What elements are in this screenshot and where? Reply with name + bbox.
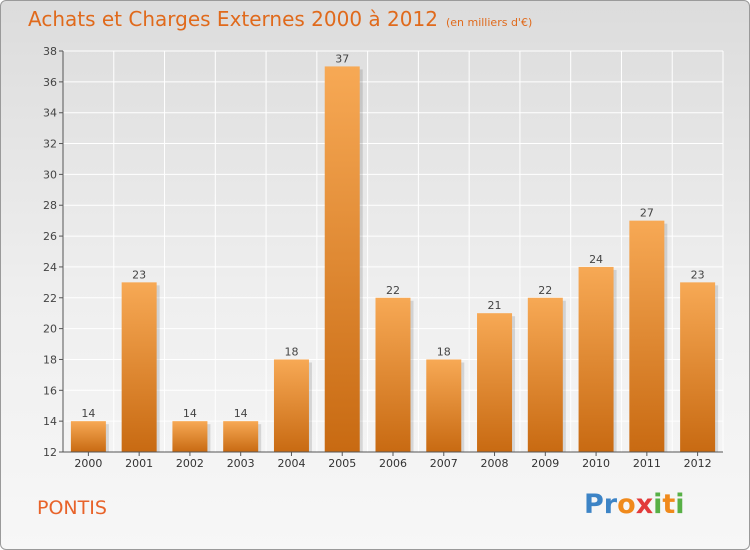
- bar-2003: [223, 421, 259, 452]
- chart-title-text: Achats et Charges Externes 2000 à 2012: [28, 7, 438, 31]
- x-tick-label: 2006: [379, 457, 407, 470]
- x-tick-label: 2004: [277, 457, 305, 470]
- axis-layer: 12 14 16 18 20 22 24 26 28 30 32 34 36 38 2000 2001 2002…: [43, 45, 723, 470]
- value-label: 23: [691, 268, 705, 281]
- y-tick-label: 36: [43, 76, 57, 89]
- bar-2000: [70, 421, 106, 452]
- x-tick-label: 2002: [176, 457, 204, 470]
- logo-letter: P: [584, 489, 604, 520]
- y-tick-label: 20: [43, 323, 57, 336]
- x-tick-label: 2011: [633, 457, 661, 470]
- y-tick-label: 28: [43, 199, 57, 212]
- value-label: 24: [589, 253, 603, 266]
- x-tick-label: 2003: [227, 457, 255, 470]
- bar-2010: [578, 266, 614, 452]
- bar-2011: [629, 220, 665, 452]
- value-label: 14: [81, 407, 95, 420]
- x-tick-label: 2012: [684, 457, 712, 470]
- y-tick-label: 22: [43, 292, 57, 305]
- bar-2006: [375, 297, 411, 452]
- value-label: 27: [640, 207, 654, 220]
- bar-2005: [324, 66, 360, 452]
- logo-letter: i: [653, 489, 663, 520]
- value-label: 22: [538, 284, 552, 297]
- logo-letter: x: [635, 489, 654, 520]
- bar-2007: [426, 359, 462, 452]
- bar-2001: [121, 282, 157, 452]
- logo-letter: i: [675, 489, 685, 520]
- x-tick-label: 2000: [74, 457, 102, 470]
- logo-letter: o: [617, 489, 636, 520]
- value-label: 14: [234, 407, 248, 420]
- y-tick-label: 30: [43, 168, 57, 181]
- logo-letter: t: [662, 489, 676, 520]
- y-tick-label: 16: [43, 384, 57, 397]
- y-tick-label: 24: [43, 261, 57, 274]
- value-label: 14: [183, 407, 197, 420]
- bar-2009: [527, 297, 563, 452]
- y-tick-label: 34: [43, 107, 57, 120]
- proxiti-logo: Proxiti: [584, 489, 685, 520]
- x-tick-label: 2010: [582, 457, 610, 470]
- x-tick-label: 2005: [328, 457, 356, 470]
- bar-2008: [477, 313, 513, 452]
- y-tick-label: 12: [43, 446, 57, 459]
- value-label: 18: [437, 345, 451, 358]
- bar-2004: [273, 359, 309, 452]
- chart-unit-label: (en milliers d'€): [445, 16, 533, 29]
- bar-2002: [172, 421, 208, 452]
- y-tick-label: 32: [43, 138, 57, 151]
- chart-title: Achats et Charges Externes 2000 à 2012 (e…: [28, 7, 532, 31]
- x-tick-label: 2008: [481, 457, 509, 470]
- y-tick-label: 38: [43, 45, 57, 58]
- x-tick-label: 2001: [125, 457, 153, 470]
- bar-2012: [680, 282, 716, 452]
- logo-letter: r: [603, 489, 618, 520]
- value-label: 18: [284, 345, 298, 358]
- value-label: 21: [488, 299, 502, 312]
- y-tick-label: 26: [43, 230, 57, 243]
- label-layer: 14 23 14 14 18 37 22 18 21 22 24 27 23: [81, 52, 704, 420]
- x-tick-label: 2007: [430, 457, 458, 470]
- value-label: 23: [132, 268, 146, 281]
- y-tick-label: 18: [43, 353, 57, 366]
- value-label: 22: [386, 284, 400, 297]
- commune-name: PONTIS: [37, 497, 107, 519]
- value-label: 37: [335, 52, 349, 65]
- bar-layer: [70, 66, 719, 452]
- x-tick-label: 2009: [531, 457, 559, 470]
- y-tick-label: 14: [43, 415, 57, 428]
